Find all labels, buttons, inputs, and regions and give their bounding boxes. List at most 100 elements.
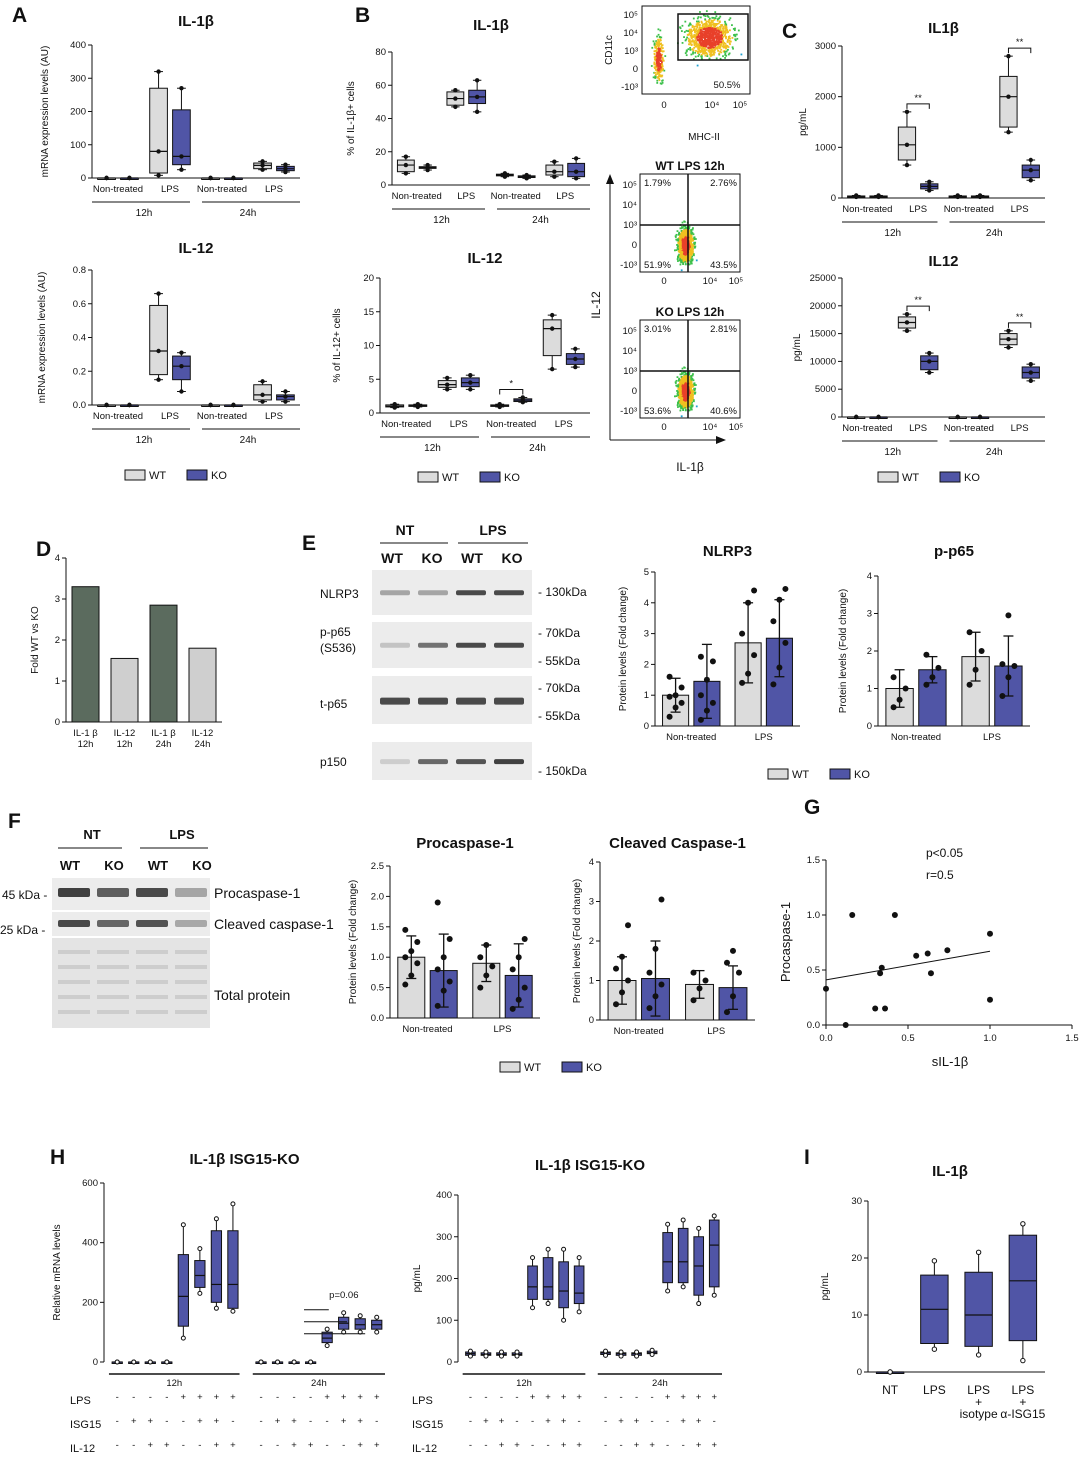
flow-event xyxy=(729,29,731,32)
flow-event xyxy=(689,261,692,263)
flow-event xyxy=(698,31,700,34)
flow-event xyxy=(693,44,696,46)
flow-event xyxy=(688,391,691,394)
flow-event xyxy=(699,29,702,31)
flow-event xyxy=(688,249,691,252)
flow-event xyxy=(680,394,683,397)
chart-H1-condition-sign: + xyxy=(357,1440,363,1451)
chart-C2-point xyxy=(977,414,983,420)
chart-F2-point xyxy=(658,896,665,903)
chart-H2-point xyxy=(530,1305,536,1311)
flow-event xyxy=(700,27,703,30)
flow-event xyxy=(722,27,724,30)
chart-I-point xyxy=(975,1352,982,1358)
chart-A2-title: IL-12 xyxy=(178,240,213,257)
chart-H2-condition-sign: - xyxy=(651,1416,654,1427)
flow-event xyxy=(658,64,661,67)
flow-event xyxy=(711,44,714,47)
flow-event xyxy=(677,384,680,387)
chart-A1-point xyxy=(283,166,288,171)
flow-event xyxy=(677,406,679,408)
chart-G-fit-line xyxy=(825,950,991,981)
chart-A1-group-label: 24h xyxy=(240,208,257,219)
flow-event xyxy=(703,45,706,48)
flow-event xyxy=(727,38,729,41)
chart-E2-point xyxy=(929,674,936,681)
chart-H2-condition-sign: - xyxy=(546,1440,549,1451)
chart-F2-point xyxy=(625,922,632,929)
flow-event xyxy=(712,52,715,55)
flow-event xyxy=(701,43,704,46)
flow-event xyxy=(705,43,708,46)
chart-H2-condition-sign: + xyxy=(561,1440,567,1451)
flow-wt-ytick: 10⁴ xyxy=(622,200,637,211)
flow-event xyxy=(712,43,715,46)
chart-E1-point xyxy=(739,679,746,686)
flow-event xyxy=(655,55,658,58)
flow-event xyxy=(697,55,700,58)
flow-event xyxy=(657,38,659,41)
flow-event xyxy=(661,47,664,49)
flow-event xyxy=(704,47,706,49)
chart-H1-point xyxy=(180,1335,186,1341)
chart-B2-ytick-label: 20 xyxy=(363,273,374,284)
flow-event xyxy=(681,386,684,389)
flow-event xyxy=(685,260,688,263)
flow-event xyxy=(705,48,708,51)
blot-e-lane: KO xyxy=(422,550,443,566)
flow-event xyxy=(654,46,657,49)
flow-ko-lr: 40.6% xyxy=(710,406,737,417)
flow-event xyxy=(697,35,700,38)
flow-event xyxy=(694,25,697,28)
flow-event xyxy=(653,66,656,69)
flow-event xyxy=(735,33,738,36)
flow-event xyxy=(734,39,737,42)
flow-event xyxy=(681,256,684,259)
flow-event xyxy=(684,387,687,390)
flow-event xyxy=(681,221,684,224)
flow-event xyxy=(677,239,680,242)
flow-event xyxy=(684,248,687,251)
flow-event xyxy=(681,42,684,44)
chart-F2-point xyxy=(658,981,665,988)
blot-f-marker: 25 kDa - xyxy=(0,923,45,937)
flow-event xyxy=(710,24,713,26)
chart-E1-ylabel: Protein levels (Fold change) xyxy=(618,587,629,712)
chart-A2-group-label: 24h xyxy=(240,435,257,446)
flow-event xyxy=(688,389,691,391)
flow-event xyxy=(682,405,685,407)
flow-event xyxy=(684,230,687,233)
flow-event xyxy=(703,41,706,44)
chart-E2-ytick-label: 0 xyxy=(867,721,872,732)
flow-event xyxy=(662,68,664,70)
flow-event xyxy=(704,18,707,21)
flow-event xyxy=(700,55,703,58)
chart-B2-point xyxy=(445,382,450,387)
chart-I-point xyxy=(931,1346,938,1352)
chart-H1-ylabel: Relative mRNA levels xyxy=(52,1224,63,1320)
chart-E2-point xyxy=(999,661,1006,668)
flow-event xyxy=(690,375,692,377)
flow-event xyxy=(701,49,704,52)
flow-event xyxy=(693,243,696,246)
flow-event xyxy=(697,33,700,36)
flow-event xyxy=(724,31,727,34)
blot-f-row-label: Total protein xyxy=(214,987,290,1003)
flow-event xyxy=(703,42,706,45)
flow-event xyxy=(674,395,676,398)
flow-event xyxy=(711,16,714,19)
blot-e-marker: - 55kDa xyxy=(538,709,580,723)
flow-event xyxy=(677,394,679,397)
chart-H2-ytick-label: 400 xyxy=(436,1190,452,1201)
chart-A2-point xyxy=(156,377,161,382)
flow-event xyxy=(683,389,686,392)
blot-e-band xyxy=(380,759,410,765)
chart-A1-ytick-label: 300 xyxy=(70,73,86,84)
chart-H2-condition-sign: - xyxy=(713,1416,716,1427)
flow-event xyxy=(683,385,686,388)
flow-event xyxy=(693,34,696,36)
flow-event xyxy=(685,406,688,409)
blot-e-marker: - 55kDa xyxy=(538,654,580,668)
flow-event xyxy=(718,34,720,36)
flow-event xyxy=(701,42,704,45)
